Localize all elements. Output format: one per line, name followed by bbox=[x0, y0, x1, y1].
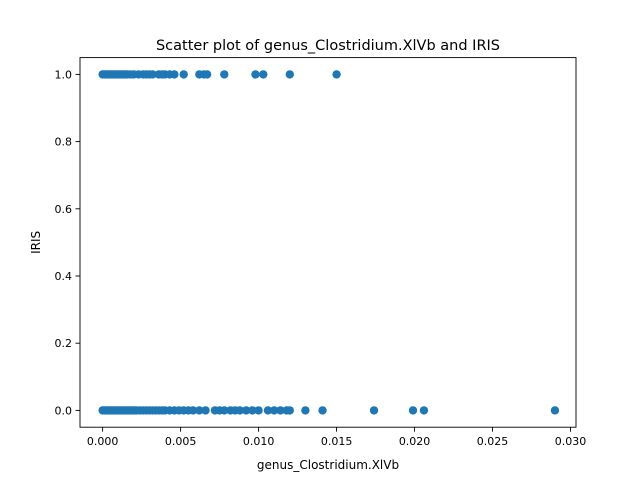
scatter-point bbox=[179, 70, 188, 79]
scatter-point bbox=[202, 70, 212, 79]
y-tick-label: 0.0 bbox=[55, 404, 73, 417]
scatter-point bbox=[259, 70, 268, 79]
scatter-point bbox=[201, 406, 210, 415]
scatter-point bbox=[276, 406, 285, 415]
scatter-point bbox=[254, 406, 263, 415]
scatter-point bbox=[195, 406, 204, 415]
scatter-point bbox=[170, 70, 179, 79]
scatter-point bbox=[251, 70, 260, 79]
x-tick-label: 0.025 bbox=[477, 435, 509, 448]
y-tick-label: 0.6 bbox=[55, 203, 73, 216]
y-tick-label: 0.8 bbox=[55, 136, 73, 149]
scatter-point bbox=[332, 70, 341, 79]
x-tick-label: 0.030 bbox=[555, 435, 587, 448]
scatter-point bbox=[285, 406, 294, 415]
scatter-point bbox=[263, 406, 273, 415]
scatter-point bbox=[285, 70, 294, 79]
scatter-point bbox=[188, 406, 198, 415]
points-layer bbox=[98, 70, 560, 415]
y-tick-label: 0.2 bbox=[55, 337, 73, 350]
scatter-point bbox=[550, 406, 560, 415]
x-tick-label: 0.015 bbox=[321, 435, 353, 448]
scatter-point bbox=[148, 70, 157, 79]
y-axis-label: IRIS bbox=[29, 231, 43, 254]
plot-frame bbox=[79, 57, 577, 428]
x-axis-label: genus_Clostridium.XlVb bbox=[257, 458, 399, 472]
y-axis-ticks: 0.0 0.2 0.4 0.6 0.8 1.0 bbox=[55, 68, 80, 417]
scatter-point bbox=[318, 406, 327, 415]
scatter-point bbox=[248, 406, 257, 415]
x-tick-label: 0.000 bbox=[87, 435, 119, 448]
x-axis-ticks: 0.000 0.005 0.010 0.015 0.020 0.025 0.030 bbox=[87, 427, 586, 448]
x-tick-label: 0.005 bbox=[165, 435, 197, 448]
scatter-point bbox=[269, 406, 279, 415]
scatter-point bbox=[235, 406, 245, 415]
scatter-point bbox=[241, 406, 251, 415]
scatter-point bbox=[301, 406, 310, 415]
scatter-point bbox=[220, 406, 229, 415]
y-tick-label: 1.0 bbox=[55, 68, 73, 81]
y-tick-label: 0.4 bbox=[55, 270, 73, 283]
scatter-point bbox=[408, 406, 418, 415]
x-tick-label: 0.020 bbox=[399, 435, 431, 448]
scatter-point bbox=[220, 70, 229, 79]
chart-title: Scatter plot of genus_Clostridium.XlVb a… bbox=[156, 38, 500, 54]
scatter-point bbox=[419, 406, 429, 415]
scatter-point bbox=[369, 406, 379, 415]
x-tick-label: 0.010 bbox=[243, 435, 275, 448]
